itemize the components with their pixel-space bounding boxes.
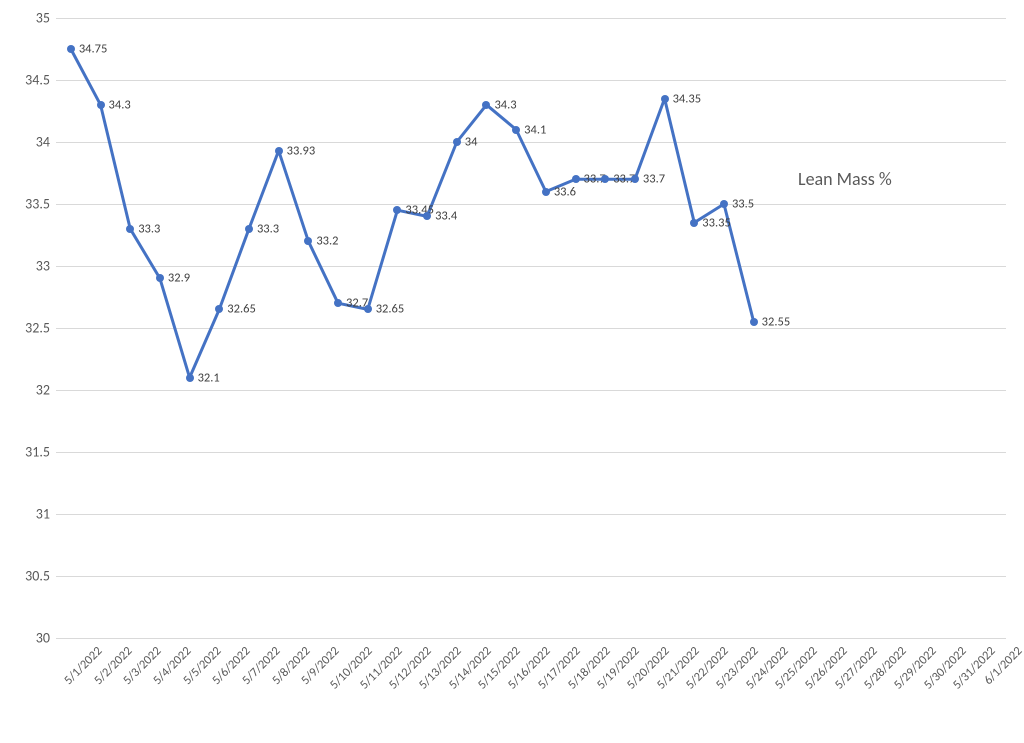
y-tick-label: 33.5: [25, 196, 56, 213]
y-tick-label: 34.5: [25, 72, 56, 89]
data-label: 33.2: [316, 234, 338, 249]
data-label: 32.65: [227, 302, 256, 317]
data-marker: [215, 305, 223, 313]
data-marker: [97, 101, 105, 109]
y-tick-label: 30.5: [25, 568, 56, 585]
data-marker: [334, 299, 342, 307]
data-marker: [67, 45, 75, 53]
data-label: 34.3: [109, 97, 131, 112]
data-marker: [690, 219, 698, 227]
data-label: 34: [465, 135, 478, 150]
data-label: 32.65: [376, 302, 405, 317]
y-tick-label: 31.5: [25, 444, 56, 461]
data-marker: [275, 147, 283, 155]
data-marker: [542, 188, 550, 196]
data-marker: [482, 101, 490, 109]
data-label: 32.9: [168, 271, 190, 286]
plot-area: 3030.53131.53232.53333.53434.5355/1/2022…: [56, 18, 1006, 638]
y-tick-label: 33: [36, 258, 56, 275]
data-marker: [186, 374, 194, 382]
data-label: 33.35: [702, 215, 731, 230]
data-label: 33.93: [287, 143, 316, 158]
y-tick-label: 32: [36, 382, 56, 399]
data-label: 33.6: [554, 184, 576, 199]
y-tick-label: 34: [36, 134, 56, 151]
data-label: 32.1: [198, 370, 220, 385]
data-label: 34.75: [79, 42, 108, 57]
data-label: 33.4: [435, 209, 457, 224]
gridline: [56, 638, 1006, 639]
data-marker: [601, 175, 609, 183]
data-marker: [631, 175, 639, 183]
data-marker: [126, 225, 134, 233]
data-marker: [661, 95, 669, 103]
data-marker: [304, 237, 312, 245]
y-tick-label: 35: [36, 10, 56, 27]
data-marker: [720, 200, 728, 208]
y-tick-label: 32.5: [25, 320, 56, 337]
data-marker: [453, 138, 461, 146]
lean-mass-chart: 3030.53131.53232.53333.53434.5355/1/2022…: [0, 0, 1024, 743]
data-marker: [423, 212, 431, 220]
data-label: 33.3: [138, 221, 160, 236]
data-marker: [393, 206, 401, 214]
data-marker: [512, 126, 520, 134]
data-label: 33.3: [257, 221, 279, 236]
data-marker: [364, 305, 372, 313]
data-marker: [750, 318, 758, 326]
series-title: Lean Mass %: [798, 168, 892, 190]
data-label: 34.35: [673, 91, 702, 106]
data-label: 34.1: [524, 122, 546, 137]
y-tick-label: 31: [36, 506, 56, 523]
data-marker: [156, 274, 164, 282]
data-marker: [245, 225, 253, 233]
data-marker: [572, 175, 580, 183]
data-label: 34.3: [494, 97, 516, 112]
data-label: 32.55: [762, 314, 791, 329]
data-label: 33.7: [643, 172, 665, 187]
y-tick-label: 30: [36, 630, 56, 647]
data-label: 33.5: [732, 197, 754, 212]
series-line: [56, 18, 1006, 638]
